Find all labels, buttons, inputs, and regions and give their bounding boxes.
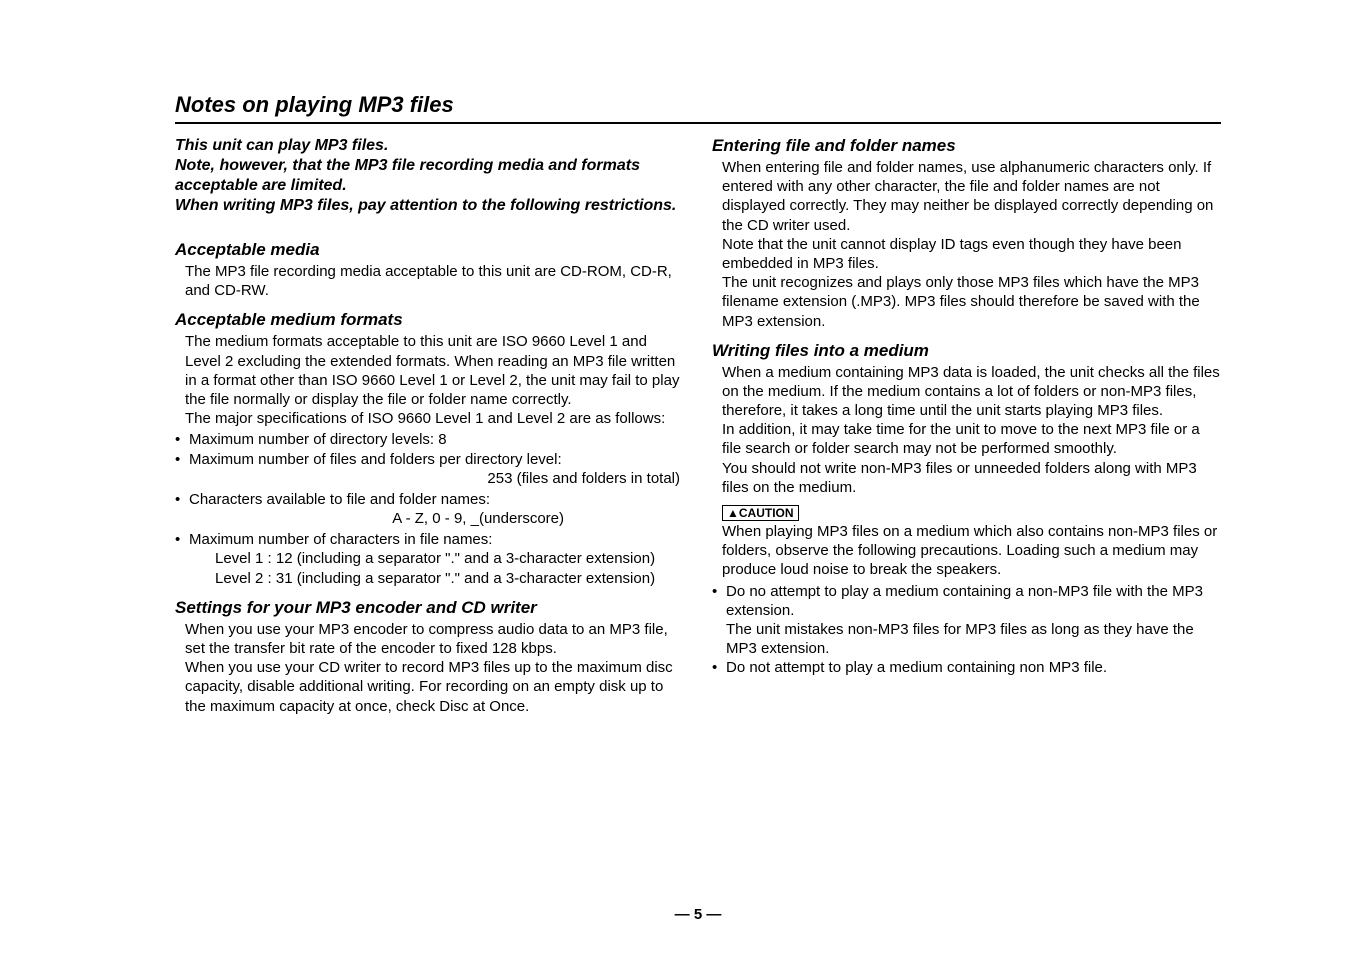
right-column: Entering file and folder names When ente…	[712, 136, 1221, 716]
spec-subtext: 253 (files and folders in total)	[175, 469, 684, 488]
spec-item: Maximum number of files and folders per …	[175, 450, 684, 469]
caution-label-text: CAUTION	[739, 506, 794, 520]
caution-item: Do not attempt to play a medium containi…	[712, 658, 1221, 677]
caution-item: Do no attempt to play a medium containin…	[712, 582, 1221, 659]
spec-item: Maximum number of directory levels: 8	[175, 430, 684, 449]
spec-subtext: A - Z, 0 - 9, _(underscore)	[175, 509, 684, 528]
caution-paragraph: When playing MP3 files on a medium which…	[722, 522, 1221, 580]
spec-subline: Level 2 : 31 (including a separator "." …	[175, 569, 684, 588]
spec-list: Maximum number of directory levels: 8 Ma…	[175, 430, 684, 468]
warning-icon: ▲	[727, 506, 739, 520]
body-acceptable-media: The MP3 file recording media acceptable …	[185, 262, 684, 300]
intro-text: This unit can play MP3 files. Note, howe…	[175, 136, 684, 216]
caution-item-text: Do no attempt to play a medium containin…	[726, 583, 1203, 619]
heading-entering-names: Entering file and folder names	[712, 136, 1221, 156]
body-medium-formats-2: The major specifications of ISO 9660 Lev…	[185, 409, 684, 428]
heading-writing-files: Writing files into a medium	[712, 341, 1221, 361]
heading-acceptable-medium-formats: Acceptable medium formats	[175, 310, 684, 330]
left-column: This unit can play MP3 files. Note, howe…	[175, 136, 684, 716]
spec-item: Maximum number of characters in file nam…	[175, 530, 684, 549]
body-entering-names: When entering file and folder names, use…	[722, 158, 1221, 331]
spec-list: Maximum number of characters in file nam…	[175, 530, 684, 549]
heading-acceptable-media: Acceptable media	[175, 240, 684, 260]
body-encoder-settings: When you use your MP3 encoder to compres…	[185, 620, 684, 716]
page-title: Notes on playing MP3 files	[175, 92, 1221, 124]
caution-item-sub: The unit mistakes non-MP3 files for MP3 …	[726, 620, 1221, 658]
page-number: — 5 —	[175, 906, 1221, 923]
body-writing-files: When a medium containing MP3 data is loa…	[722, 363, 1221, 497]
spec-subline: Level 1 : 12 (including a separator "." …	[175, 549, 684, 568]
spec-list: Characters available to file and folder …	[175, 490, 684, 509]
heading-encoder-settings: Settings for your MP3 encoder and CD wri…	[175, 598, 684, 618]
caution-label-wrapper: ▲CAUTION	[722, 497, 1221, 522]
two-column-layout: This unit can play MP3 files. Note, howe…	[175, 136, 1221, 716]
caution-list: Do no attempt to play a medium containin…	[712, 582, 1221, 678]
caution-label: ▲CAUTION	[722, 505, 799, 521]
spec-item: Characters available to file and folder …	[175, 490, 684, 509]
caution-body: When playing MP3 files on a medium which…	[722, 522, 1221, 678]
body-medium-formats-1: The medium formats acceptable to this un…	[185, 332, 684, 409]
